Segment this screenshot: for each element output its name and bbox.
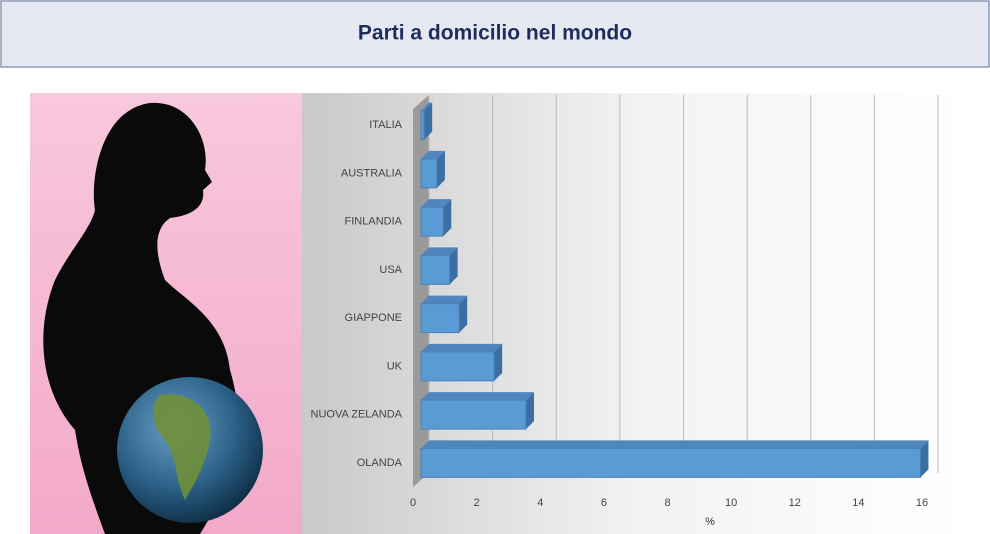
bar-side <box>424 102 433 140</box>
side-wall <box>413 95 429 487</box>
bar-top <box>421 295 468 304</box>
bar-side <box>920 440 929 478</box>
bar-top <box>421 343 503 352</box>
x-tick-label: 0 <box>410 497 416 509</box>
x-axis-title: % <box>705 516 715 528</box>
x-tick-label: 12 <box>789 497 801 509</box>
y-tick-label: USA <box>379 264 402 276</box>
x-tick-label: 4 <box>537 497 543 509</box>
bar <box>420 447 921 478</box>
x-tick-label: 2 <box>474 497 480 509</box>
bar-top <box>421 247 458 256</box>
illustration <box>30 93 302 534</box>
x-tick-label: 6 <box>601 497 607 509</box>
x-tick-label: 16 <box>916 497 928 509</box>
bar-side <box>494 343 503 381</box>
y-tick-label: GIAPPONE <box>345 312 402 324</box>
bar-side <box>459 295 468 333</box>
y-tick-label: UK <box>387 360 403 372</box>
bar-top <box>421 102 433 111</box>
bar-side <box>525 392 534 430</box>
bar <box>420 158 438 189</box>
x-tick-label: 14 <box>852 497 864 509</box>
bar <box>420 351 495 382</box>
bar-side <box>449 247 458 285</box>
x-tick-label: 10 <box>725 497 737 509</box>
bar <box>420 254 451 285</box>
bar-top <box>421 150 445 159</box>
y-tick-label: NUOVA ZELANDA <box>311 409 403 421</box>
chart-title: Parti a domicilio nel mondo <box>358 22 632 45</box>
bar <box>420 206 444 237</box>
bar-top <box>421 199 452 208</box>
bar-top <box>421 392 534 401</box>
bar <box>420 110 425 141</box>
bar <box>420 303 460 334</box>
y-tick-label: ITALIA <box>369 119 402 131</box>
y-tick-label: OLANDA <box>357 457 403 469</box>
y-tick-label: AUSTRALIA <box>341 167 403 179</box>
title-banner <box>0 0 990 68</box>
y-tick-label: FINLANDIA <box>345 216 403 228</box>
bar <box>420 399 527 430</box>
bar-top <box>421 440 929 449</box>
x-tick-label: 8 <box>664 497 670 509</box>
bar-side <box>436 150 445 188</box>
bar-side <box>443 199 452 237</box>
